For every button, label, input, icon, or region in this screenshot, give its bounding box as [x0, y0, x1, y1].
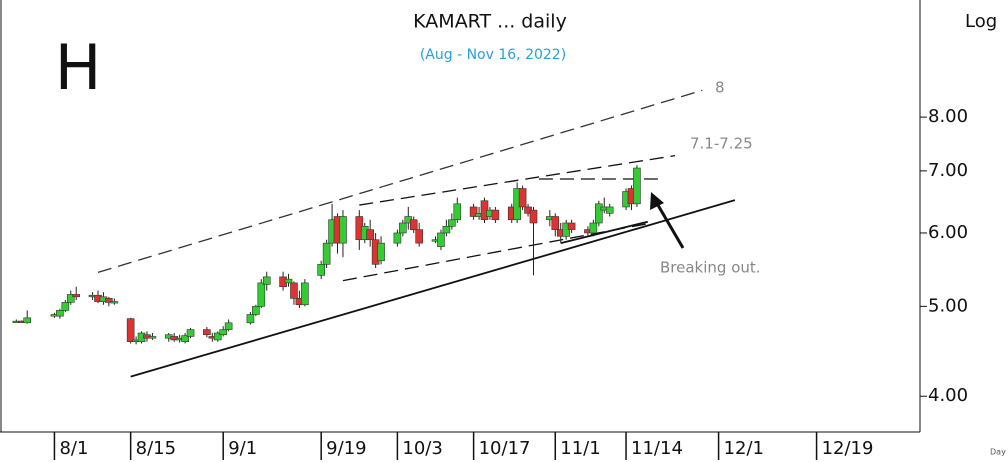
trendline	[97, 89, 703, 274]
candle-body	[437, 232, 445, 247]
candle-body	[257, 282, 266, 307]
trendline	[560, 220, 649, 245]
candle-body	[595, 203, 603, 224]
candle-body	[61, 302, 70, 311]
candle-body	[409, 219, 418, 230]
x-tick-label: 9/1	[228, 438, 257, 459]
candle-body	[181, 335, 189, 343]
x-tick-label: 8/1	[59, 438, 88, 459]
annotation: Breaking out.	[660, 259, 761, 277]
candle-body	[186, 329, 195, 337]
candle-body	[399, 222, 407, 234]
y-tick-label: 8.00	[928, 106, 968, 127]
candle-body	[393, 232, 402, 244]
candle-body	[213, 332, 222, 341]
trendline	[359, 154, 676, 206]
x-tick-label: 11/14	[631, 438, 683, 459]
annotation: 8	[715, 79, 725, 97]
candle-body	[224, 322, 233, 330]
candle-body	[322, 242, 331, 265]
candle-body	[339, 216, 347, 244]
candle-body	[453, 203, 462, 221]
candle-body	[317, 264, 325, 276]
chart-title: KAMART ... daily	[413, 11, 567, 33]
trendline	[130, 199, 736, 378]
candle-body	[148, 336, 157, 339]
candle-body	[377, 242, 385, 262]
candle-body	[219, 329, 227, 336]
candle-body	[110, 301, 119, 304]
candle-body	[203, 329, 211, 336]
y-tick-label: 4.00	[928, 385, 968, 406]
x-axis-note: Day	[990, 448, 1006, 457]
x-tick-label: 12/19	[822, 438, 874, 459]
candle-body	[469, 206, 478, 217]
x-tick-label: 11/1	[560, 438, 600, 459]
candle-body	[72, 294, 81, 298]
y-tick-label: 6.00	[928, 222, 968, 243]
arrow	[653, 199, 685, 249]
candle-body	[262, 276, 271, 285]
candle-body	[589, 222, 598, 234]
candle-body	[290, 282, 298, 299]
annotation: 7.1-7.25	[690, 135, 753, 153]
candle-body	[105, 298, 113, 303]
scale-label: Log	[965, 11, 997, 32]
candle-body	[66, 294, 75, 303]
candle-body	[366, 229, 374, 241]
arrow-head	[650, 192, 664, 210]
candle-body	[605, 206, 614, 214]
candle-body	[284, 278, 293, 284]
y-tick-label: 7.00	[928, 160, 968, 181]
candle-body	[633, 167, 641, 205]
y-tick-label: 5.00	[928, 295, 968, 316]
pattern-label: H	[55, 31, 102, 104]
candle-body	[252, 306, 260, 315]
candle-body	[415, 229, 423, 244]
x-tick-label: 10/17	[479, 438, 531, 459]
candle-body	[442, 225, 451, 234]
candle-body	[126, 318, 135, 343]
candle-body	[301, 282, 309, 306]
candle-body	[246, 314, 255, 324]
candle-body	[518, 188, 527, 208]
candle-body	[551, 216, 560, 230]
candle-body	[23, 317, 32, 324]
x-tick-label: 8/15	[136, 438, 176, 459]
x-tick-label: 9/19	[326, 438, 366, 459]
x-tick-label: 10/3	[402, 438, 442, 459]
candle-body	[567, 222, 576, 230]
candle-body	[448, 219, 456, 227]
x-tick-label: 12/1	[724, 438, 764, 459]
candle-body	[491, 209, 500, 221]
chart-subtitle: (Aug - Nov 16, 2022)	[420, 47, 566, 63]
candle-body	[529, 209, 538, 224]
candle-body	[56, 310, 64, 317]
